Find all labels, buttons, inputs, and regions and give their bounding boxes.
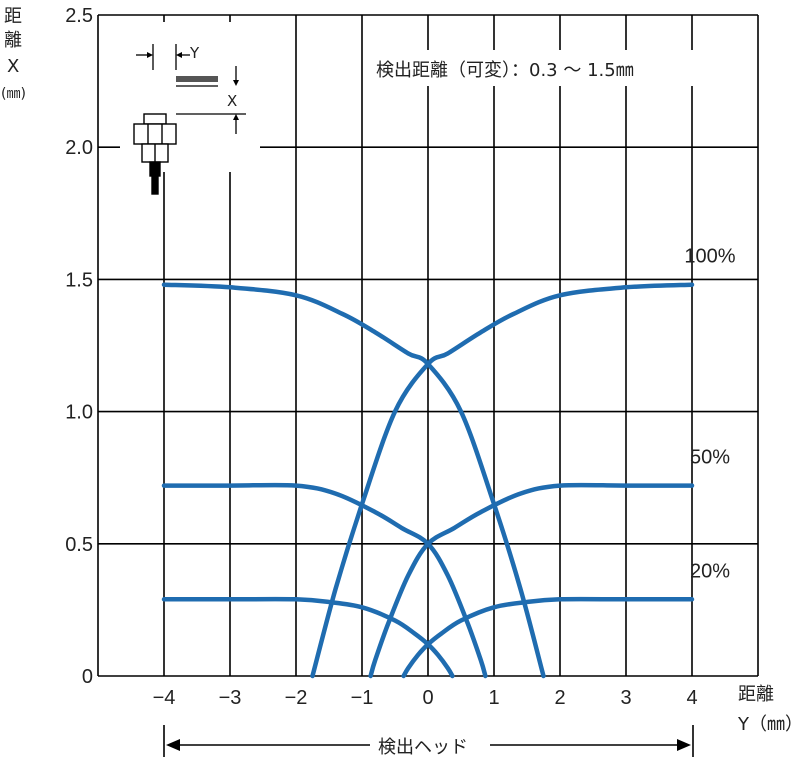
x-tick-label: 0: [422, 687, 433, 709]
y-axis-label-char: 距: [4, 6, 22, 27]
series-label: 50%: [690, 447, 730, 469]
detection-distance-annotation: 検出距離（可変）：0.3 ～ 1.5㎜: [376, 60, 634, 81]
y-tick-label: 2.5: [65, 5, 93, 27]
y-axis-label-char: (㎜): [1, 86, 26, 102]
series-label: 20%: [690, 560, 730, 582]
y-tick-label: 2.0: [65, 137, 93, 159]
x-tick-label: −4: [153, 687, 176, 709]
y-tick-label: 1.0: [65, 402, 93, 424]
series-label: 100%: [684, 246, 735, 268]
x-axis-label-line1: 距離: [738, 684, 774, 705]
x-tick-label: −2: [285, 687, 308, 709]
x-tick-label: 4: [686, 687, 697, 709]
y-tick-label: 0: [82, 666, 93, 688]
y-axis-label: 距 離 X (㎜): [1, 6, 26, 102]
sensor-inset-diagram: Y X: [120, 22, 260, 194]
curve-50pct-left: [164, 485, 485, 676]
x-tick-label: 3: [620, 687, 631, 709]
x-axis-label-line2: Y（㎜）: [737, 714, 803, 735]
y-axis-label-char: 離: [4, 30, 22, 51]
y-tick-label: 0.5: [65, 534, 93, 556]
inset-y-label: Y: [189, 44, 200, 62]
curves: 100% 50% 20%: [164, 246, 736, 676]
x-tick-label: −1: [351, 687, 374, 709]
curve-50pct-right: [371, 485, 692, 676]
y-axis-label-char: X: [7, 56, 19, 77]
detection-head-arrow: 検出ヘッド: [164, 725, 693, 758]
x-tick-label: −3: [219, 687, 242, 709]
y-tick-label: 1.5: [65, 269, 93, 291]
x-tick-label: 2: [554, 687, 565, 709]
curve-100pct-left: [164, 285, 544, 676]
inset-x-label: X: [227, 92, 237, 110]
curve-100pct-right: [313, 285, 693, 676]
detection-head-label: 検出ヘッド: [378, 737, 468, 758]
target-plate: [176, 76, 218, 82]
x-tick-label: 1: [488, 687, 499, 709]
